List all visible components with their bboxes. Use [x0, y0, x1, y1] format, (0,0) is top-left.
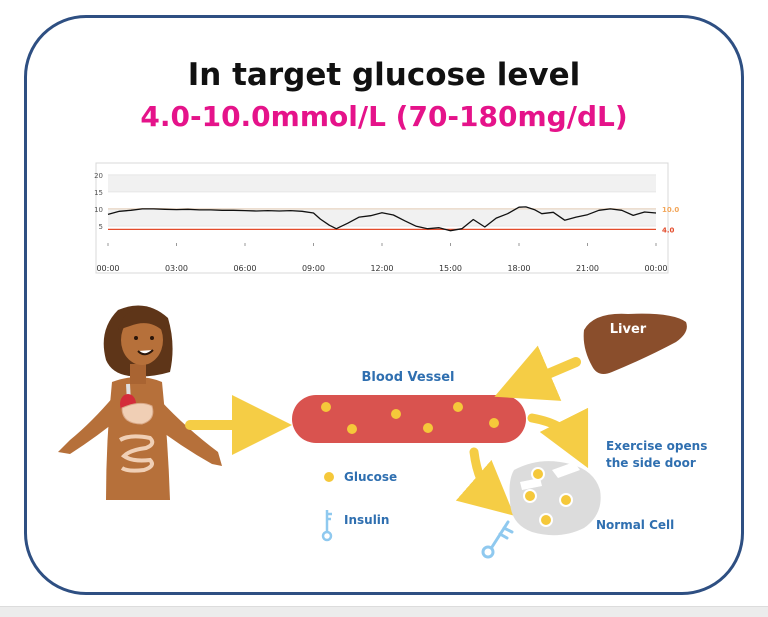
- glucose-dot: [391, 409, 401, 419]
- chart-x-tick-label: 15:00: [439, 264, 462, 273]
- page-title: In target glucose level: [187, 57, 581, 93]
- stomach: [121, 402, 154, 425]
- glucose-series-line: [107, 206, 657, 232]
- arrow-vessel-to-side-door: [527, 407, 589, 469]
- cell-glucose: [539, 513, 553, 527]
- cell-glucose: [523, 489, 537, 503]
- exercise-label-line1: Exercise opens: [606, 439, 707, 453]
- cell-glucose: [559, 493, 573, 507]
- glucose-dot: [347, 424, 357, 434]
- person-left-arm: [58, 396, 122, 454]
- chart-x-tick-label: 09:00: [302, 264, 325, 273]
- glucose-dot: [453, 402, 463, 412]
- person-eye-left: [134, 336, 138, 340]
- person-smile: [137, 349, 154, 356]
- chart-y-tick-label: 15: [94, 189, 103, 197]
- person-right-arm: [152, 400, 222, 466]
- window-bottom-bar: [0, 606, 768, 617]
- chart-x-tick-label: 00:00: [96, 264, 119, 273]
- glucose-legend-icon: [324, 472, 334, 482]
- person-eye-right: [150, 336, 154, 340]
- glucose-dot: [321, 402, 331, 412]
- insulin-key-icon: [481, 520, 514, 559]
- chart-target-label: 10.0: [662, 206, 679, 214]
- arrow-vessel-to-cell: [455, 447, 515, 516]
- intestines: [118, 434, 155, 473]
- glucose-dot: [423, 423, 433, 433]
- person-face: [121, 315, 163, 365]
- insulin-legend-icon: [321, 510, 333, 542]
- chart-x-tick-label: 12:00: [370, 264, 393, 273]
- chart-x-tick-label: 00:00: [644, 264, 667, 273]
- liver-illustration: [583, 313, 687, 374]
- normal-cell: [509, 461, 601, 536]
- chart-grid-band: [108, 174, 656, 192]
- chart-grid-band: [108, 208, 656, 226]
- insulin-legend-label: Insulin: [344, 513, 389, 527]
- person-hair-front: [118, 307, 165, 332]
- glucose-legend-label: Glucose: [344, 470, 397, 484]
- person-body: [106, 377, 170, 500]
- chart-x-tick-label: 18:00: [507, 264, 530, 273]
- chart-y-tick-label: 20: [94, 172, 103, 180]
- glucose-trace-chart: 10.0 4.0 5 10 15 20 00:00 03:00 06:00 09:00 12:0…: [94, 162, 679, 274]
- chart-y-tick-label: 5: [99, 223, 103, 231]
- chart-x-tick-label: 21:00: [576, 264, 599, 273]
- glucose-dot: [489, 418, 499, 428]
- cell-door: [520, 478, 542, 490]
- cell-side-door: [552, 462, 580, 478]
- normal-cell-label: Normal Cell: [596, 518, 674, 532]
- cell-glucose: [531, 467, 545, 481]
- arrow-liver-to-vessel: [494, 345, 581, 401]
- person-illustration: [58, 305, 222, 500]
- chart-x-tick-label: 03:00: [165, 264, 188, 273]
- blood-vessel-label: Blood Vessel: [362, 370, 455, 385]
- liver-shape: [583, 313, 687, 374]
- target-range-subtitle: 4.0-10.0mmol/L (70-180mg/dL): [140, 100, 628, 133]
- chart-target-label: 4.0: [662, 226, 675, 234]
- exercise-label-line2: the side door: [606, 456, 696, 470]
- liver-label: Liver: [610, 322, 647, 337]
- chart-y-tick-label: 10: [94, 206, 103, 214]
- blood-vessel: [292, 395, 526, 443]
- chart-x-tick-label: 06:00: [233, 264, 256, 273]
- person-neck: [130, 364, 146, 384]
